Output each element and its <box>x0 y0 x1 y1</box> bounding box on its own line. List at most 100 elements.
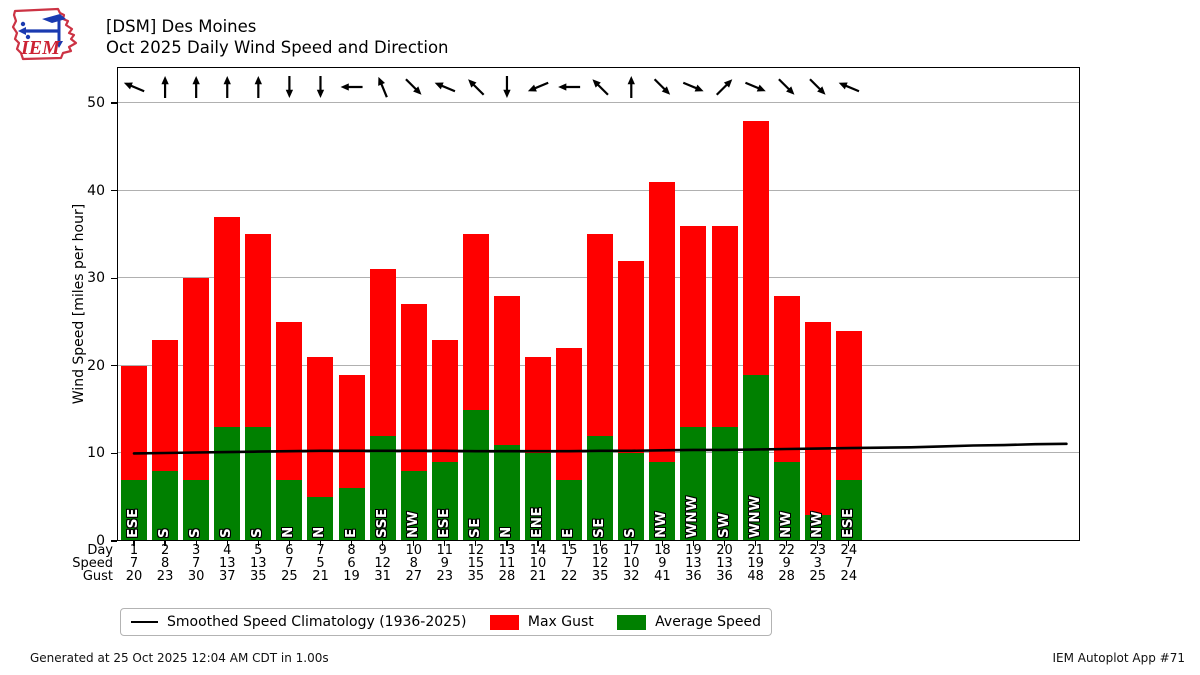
gust-value-day-14: 21 <box>529 569 547 584</box>
xtickmark-day-12 <box>475 541 477 546</box>
speed-value-day-13: 11 <box>498 556 516 571</box>
speed-value-day-17: 10 <box>622 556 640 571</box>
xaxis-row-label-day: Day <box>87 543 113 558</box>
average-speed-bar <box>462 409 489 541</box>
legend-avg-speed-label: Average Speed <box>655 614 761 630</box>
day-value-day-6: 6 <box>285 543 294 558</box>
max-gust-bar <box>804 322 831 541</box>
xtickmark-day-17 <box>630 541 632 546</box>
wind-direction-label: WNW <box>684 495 701 538</box>
speed-value-day-23: 3 <box>813 556 822 571</box>
legend-item-avg-speed: Average Speed <box>617 614 761 630</box>
xtickmark-day-18 <box>661 541 663 546</box>
wind-direction-label: S <box>218 527 235 538</box>
bar-day-23: NW <box>804 67 831 541</box>
speed-value-day-14: 10 <box>529 556 547 571</box>
xtickmark-day-9 <box>382 541 384 546</box>
wind-direction-label: NW <box>777 510 794 538</box>
day-value-day-18: 18 <box>654 543 671 558</box>
gust-value-day-13: 28 <box>498 569 516 584</box>
xtickmark-day-14 <box>537 541 539 546</box>
legend-item-climatology: Smoothed Speed Climatology (1936-2025) <box>131 614 466 630</box>
speed-value-day-10: 8 <box>409 556 418 571</box>
day-value-day-24: 24 <box>840 543 858 558</box>
gust-value-day-19: 36 <box>685 569 702 584</box>
average-speed-bar <box>773 462 800 541</box>
wind-direction-label: ENE <box>529 506 546 538</box>
day-value-day-15: 15 <box>560 543 578 558</box>
chart-legend: Smoothed Speed Climatology (1936-2025) M… <box>120 608 772 636</box>
gust-value-day-16: 35 <box>591 569 609 584</box>
bar-day-11: ESE <box>431 67 458 541</box>
day-value-day-8: 8 <box>347 543 356 558</box>
average-speed-bar <box>804 514 831 541</box>
bar-day-15: E <box>556 67 583 541</box>
xtickmark-day-10 <box>413 541 415 546</box>
wind-direction-label: ESE <box>125 508 141 538</box>
day-value-day-16: 16 <box>591 543 609 558</box>
average-speed-swatch-icon <box>617 614 647 630</box>
station-title: [DSM] Des Moines <box>106 17 257 36</box>
xtickmark-day-11 <box>444 541 446 546</box>
gust-value-day-22: 28 <box>778 569 795 584</box>
wind-direction-label: N <box>311 526 328 538</box>
day-value-day-22: 22 <box>778 543 795 558</box>
bar-day-1: ESE <box>121 67 147 541</box>
speed-value-day-21: 19 <box>747 556 764 571</box>
speed-value-day-20: 13 <box>716 556 733 571</box>
weathervane-icon <box>18 14 66 48</box>
average-speed-bar <box>493 444 520 541</box>
speed-value-day-6: 7 <box>285 556 294 571</box>
wind-direction-label: WNW <box>746 495 763 538</box>
ytickmark-30 <box>111 277 117 279</box>
day-value-day-11: 11 <box>436 543 454 558</box>
average-speed-bar <box>214 427 241 541</box>
wind-direction-label: SE <box>466 518 483 538</box>
generated-timestamp: Generated at 25 Oct 2025 12:04 AM CDT in… <box>30 651 329 665</box>
bar-day-19: WNW <box>680 67 707 541</box>
gust-value-day-7: 21 <box>312 569 329 584</box>
speed-value-day-22: 9 <box>782 556 791 571</box>
speed-value-day-2: 8 <box>160 556 170 571</box>
wind-direction-label: E <box>560 528 577 538</box>
gridline-40 <box>117 189 1080 191</box>
gust-value-day-17: 32 <box>622 569 640 584</box>
ytick-0: 0 <box>96 533 105 549</box>
speed-value-day-4: 13 <box>218 556 236 571</box>
day-value-day-4: 4 <box>223 543 232 558</box>
ytick-10: 10 <box>87 445 105 462</box>
bar-day-3: S <box>183 67 210 541</box>
gust-value-day-11: 23 <box>436 569 454 584</box>
day-value-day-20: 20 <box>716 543 733 558</box>
xtickmark-day-6 <box>288 541 290 546</box>
day-value-day-1: 1 <box>129 543 139 558</box>
wind-direction-label: S <box>622 527 639 538</box>
bar-day-24: ESE <box>835 67 862 541</box>
wind-direction-label: ESE <box>435 508 452 538</box>
gust-value-day-24: 24 <box>840 569 858 584</box>
legend-climatology-label: Smoothed Speed Climatology (1936-2025) <box>167 614 467 630</box>
bar-day-20: SW <box>711 67 738 541</box>
day-value-day-14: 14 <box>529 543 547 558</box>
gridline-50 <box>117 102 1080 103</box>
chart-title-block: [DSM] Des Moines Oct 2025 Daily Wind Spe… <box>106 16 449 58</box>
average-speed-bar <box>338 488 365 541</box>
xtickmark-day-24 <box>848 541 850 546</box>
gust-value-day-21: 48 <box>747 569 764 584</box>
speed-value-day-5: 13 <box>250 556 267 571</box>
average-speed-bar <box>525 453 552 541</box>
wind-direction-label: SSE <box>373 508 390 538</box>
wind-direction-label: SE <box>591 518 608 538</box>
day-value-day-2: 2 <box>160 543 170 558</box>
xtickmark-day-22 <box>786 541 788 546</box>
average-speed-bar <box>183 479 210 541</box>
legend-max-gust-label: Max Gust <box>527 614 594 630</box>
xtickmark-day-13 <box>506 541 508 546</box>
average-speed-bar <box>307 497 334 541</box>
ytickmark-50 <box>111 102 117 104</box>
speed-value-day-7: 5 <box>316 556 325 571</box>
iem-logo: IEM <box>11 7 78 61</box>
gust-value-day-1: 20 <box>125 569 143 584</box>
day-value-day-10: 10 <box>405 543 422 558</box>
